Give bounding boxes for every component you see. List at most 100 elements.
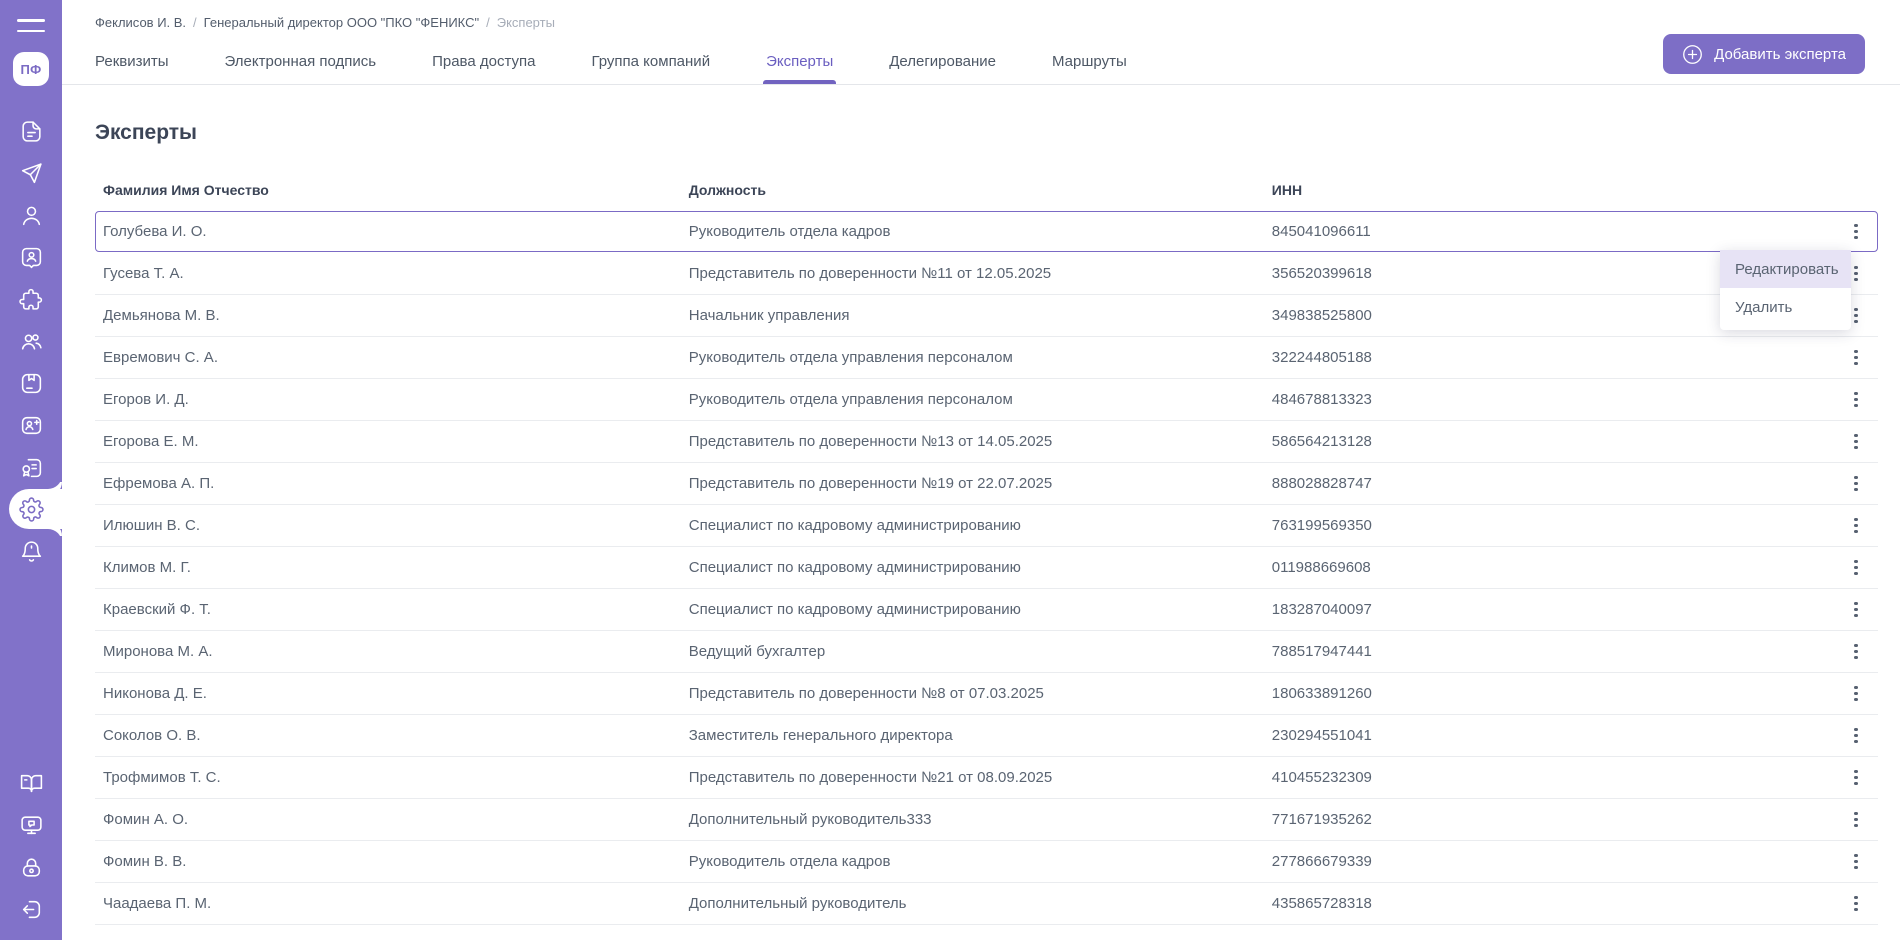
breadcrumb-company[interactable]: Генеральный директор ООО "ПКО "ФЕНИКС" xyxy=(203,15,480,30)
cell-inn: 356520399618 xyxy=(1271,265,1372,282)
row-actions-kebab-icon[interactable] xyxy=(1846,429,1866,455)
row-actions-kebab-icon[interactable] xyxy=(1846,681,1866,707)
cell-name: Миронова М. А. xyxy=(103,643,213,660)
row-actions-kebab-icon[interactable] xyxy=(1846,513,1866,539)
table-header: Фамилия Имя Отчество Должность ИНН xyxy=(95,169,1878,211)
row-actions-kebab-icon[interactable] xyxy=(1846,471,1866,497)
cell-inn: 011988669608 xyxy=(1271,559,1371,576)
breadcrumb-current: Эксперты xyxy=(496,15,555,30)
table-row[interactable]: Фомин В. В. Руководитель отдела кадров 2… xyxy=(95,841,1878,883)
menu-icon[interactable] xyxy=(17,19,45,33)
cell-position: Специалист по кадровому администрировани… xyxy=(688,601,1021,618)
cell-inn: 763199569350 xyxy=(1271,517,1372,534)
table-row[interactable]: Илюшин В. С. Специалист по кадровому адм… xyxy=(95,505,1878,547)
tab-1[interactable]: Электронная подпись xyxy=(224,53,377,70)
cell-position: Руководитель отдела управления персонало… xyxy=(688,391,1013,408)
cell-name: Ефремова А. П. xyxy=(103,475,215,492)
send-icon[interactable] xyxy=(0,152,62,194)
table-row[interactable]: Соколов О. В. Заместитель генерального д… xyxy=(95,715,1878,757)
employees-icon[interactable] xyxy=(0,320,62,362)
cell-inn: 484678813323 xyxy=(1271,391,1372,408)
cell-position: Заместитель генерального директора xyxy=(688,727,953,744)
row-actions-kebab-icon[interactable] xyxy=(1846,387,1866,413)
settings-icon[interactable] xyxy=(0,488,62,530)
archive-icon[interactable] xyxy=(0,362,62,404)
app-logo[interactable]: ПФ xyxy=(13,52,49,87)
row-actions-kebab-icon[interactable] xyxy=(1846,849,1866,875)
breadcrumb-separator: / xyxy=(193,15,197,30)
cell-position: Руководитель отдела кадров xyxy=(688,223,891,240)
cell-name: Краевский Ф. Т. xyxy=(103,601,211,618)
cell-position: Представитель по доверенности №19 от 22.… xyxy=(688,475,1053,492)
cell-inn: 277866679339 xyxy=(1271,853,1372,870)
cell-inn: 586564213128 xyxy=(1271,433,1372,450)
table-row[interactable]: Голубева И. О. Руководитель отдела кадро… xyxy=(95,211,1878,253)
cell-name: Фомин А. О. xyxy=(103,811,189,828)
cell-name: Фомин В. В. xyxy=(103,853,187,870)
cell-position: Специалист по кадровому администрировани… xyxy=(688,559,1021,576)
table-row[interactable]: Егоров И. Д. Руководитель отдела управле… xyxy=(95,379,1878,421)
cell-name: Егорова Е. М. xyxy=(103,433,199,450)
table-row[interactable]: Трофмимов Т. С. Представитель по доверен… xyxy=(95,757,1878,799)
row-actions-kebab-icon[interactable] xyxy=(1846,555,1866,581)
cell-name: Соколов О. В. xyxy=(103,727,201,744)
tab-0[interactable]: Реквизиты xyxy=(95,53,169,70)
table-row[interactable]: Никонова Д. Е. Представитель по доверенн… xyxy=(95,673,1878,715)
certificates-icon[interactable] xyxy=(0,446,62,488)
table-row[interactable]: Гусева Т. А. Представитель по довереннос… xyxy=(95,253,1878,295)
knowledge-base-icon[interactable] xyxy=(0,762,62,804)
notifications-icon[interactable] xyxy=(0,530,62,572)
tab-5[interactable]: Делегирование xyxy=(889,53,997,70)
row-actions-kebab-icon[interactable] xyxy=(1846,303,1866,329)
row-actions-kebab-icon[interactable] xyxy=(1846,723,1866,749)
breadcrumb-user[interactable]: Феклисов И. В. xyxy=(95,15,187,30)
cell-name: Климов М. Г. xyxy=(103,559,191,576)
cell-position: Ведущий бухгалтер xyxy=(688,643,826,660)
table-row[interactable]: Егорова Е. М. Представитель по доверенно… xyxy=(95,421,1878,463)
row-actions-kebab-icon[interactable] xyxy=(1846,597,1866,623)
tab-3[interactable]: Группа компаний xyxy=(591,53,711,70)
cell-name: Чаадаева П. М. xyxy=(103,895,212,912)
security-icon[interactable] xyxy=(0,846,62,888)
contact-card-icon[interactable] xyxy=(0,236,62,278)
table-row[interactable]: Климов М. Г. Специалист по кадровому адм… xyxy=(95,547,1878,589)
row-actions-kebab-icon[interactable] xyxy=(1846,219,1866,245)
cell-position: Представитель по доверенности №21 от 08.… xyxy=(688,769,1053,786)
integrations-icon[interactable] xyxy=(0,278,62,320)
cell-position: Дополнительный руководитель xyxy=(688,895,907,912)
context-menu-item[interactable]: Редактировать xyxy=(1720,250,1851,288)
row-actions-kebab-icon[interactable] xyxy=(1846,807,1866,833)
cell-inn: 788517947441 xyxy=(1271,643,1372,660)
experts-table: Фамилия Имя Отчество Должность ИНН Голуб… xyxy=(95,169,1878,925)
add-user-icon[interactable] xyxy=(0,404,62,446)
logout-icon[interactable] xyxy=(0,888,62,930)
documents-icon[interactable] xyxy=(0,110,62,152)
table-row[interactable]: Миронова М. А. Ведущий бухгалтер 7885179… xyxy=(95,631,1878,673)
cell-position: Специалист по кадровому администрировани… xyxy=(688,517,1021,534)
sidebar: ПФ xyxy=(0,0,62,940)
table-row[interactable]: Евремович С. А. Руководитель отдела упра… xyxy=(95,337,1878,379)
table-row[interactable]: Чаадаева П. М. Дополнительный руководите… xyxy=(95,883,1878,925)
table-row[interactable]: Фомин А. О. Дополнительный руководитель3… xyxy=(95,799,1878,841)
support-icon[interactable] xyxy=(0,804,62,846)
page-title: Эксперты xyxy=(95,121,197,144)
add-expert-button[interactable]: Добавить эксперта xyxy=(1663,34,1865,74)
row-actions-kebab-icon[interactable] xyxy=(1846,765,1866,791)
cell-name: Илюшин В. С. xyxy=(103,517,200,534)
tab-2[interactable]: Права доступа xyxy=(432,53,536,70)
row-actions-kebab-icon[interactable] xyxy=(1846,345,1866,371)
cell-position: Представитель по доверенности №8 от 07.0… xyxy=(688,685,1044,702)
row-actions-kebab-icon[interactable] xyxy=(1846,261,1866,287)
cell-inn: 230294551041 xyxy=(1271,727,1372,744)
row-actions-kebab-icon[interactable] xyxy=(1846,639,1866,665)
row-context-menu: Редактировать Удалить xyxy=(1720,250,1851,330)
cell-inn: 180633891260 xyxy=(1271,685,1372,702)
row-actions-kebab-icon[interactable] xyxy=(1846,891,1866,917)
context-menu-item[interactable]: Удалить xyxy=(1735,298,1793,316)
tab-6[interactable]: Маршруты xyxy=(1052,53,1127,70)
tab-4[interactable]: Эксперты xyxy=(763,39,837,84)
profile-icon[interactable] xyxy=(0,194,62,236)
table-row[interactable]: Ефремова А. П. Представитель по доверенн… xyxy=(95,463,1878,505)
table-row[interactable]: Краевский Ф. Т. Специалист по кадровому … xyxy=(95,589,1878,631)
table-row[interactable]: Демьянова М. В. Начальник управления 349… xyxy=(95,295,1878,337)
